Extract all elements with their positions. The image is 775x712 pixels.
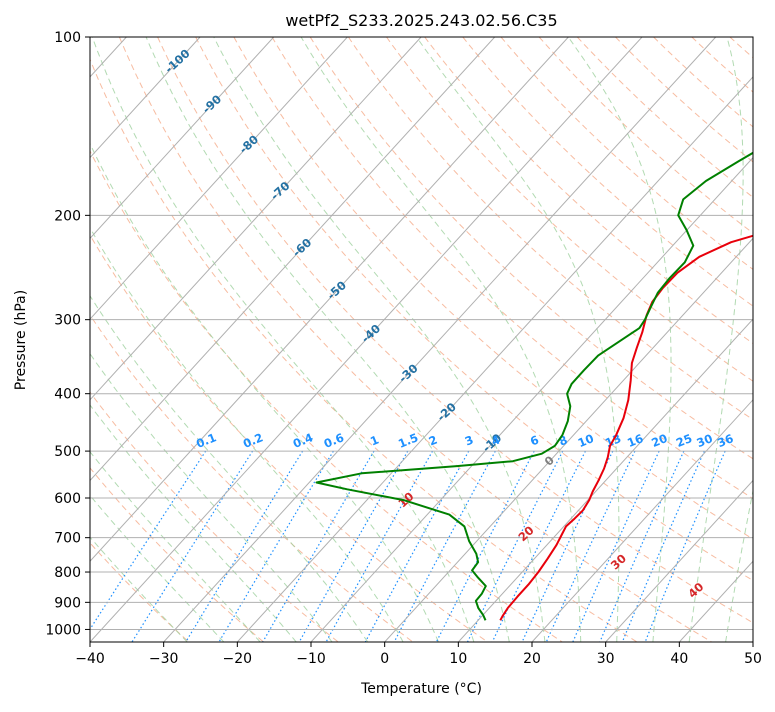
x-tick-label: 50 xyxy=(744,651,762,667)
mixing-ratio-line xyxy=(573,451,659,642)
mixing-ratio-label: 30 xyxy=(695,431,715,450)
background-lines xyxy=(0,37,775,642)
mixing-ratio-line xyxy=(186,451,303,642)
mixing-ratio-line xyxy=(365,451,468,642)
y-tick-label: 700 xyxy=(54,531,81,547)
moist-adiabat xyxy=(0,37,260,642)
dry-adiabat xyxy=(539,37,775,642)
moist-adiabat xyxy=(214,37,545,642)
y-tick-label: 900 xyxy=(54,595,81,611)
x-tick-label: 20 xyxy=(523,651,541,667)
x-tick-label: 10 xyxy=(449,651,467,667)
chart-title: wetPf2_S233.2025.243.02.56.C35 xyxy=(285,11,557,31)
mixing-ratio-label: 1.5 xyxy=(396,430,420,451)
x-tick-label: −30 xyxy=(149,651,179,667)
series-layer xyxy=(317,37,775,620)
mixing-ratio-label: 1 xyxy=(368,433,381,449)
isotherm-line xyxy=(0,37,200,642)
moist-adiabat-label: 20 xyxy=(515,523,536,544)
isotherm-line xyxy=(0,37,274,642)
dry-adiabat xyxy=(0,37,413,642)
isotherm-line xyxy=(753,37,775,642)
y-tick-label: 1000 xyxy=(45,622,81,638)
dry-adiabat xyxy=(272,37,775,642)
moist-adiabat xyxy=(568,37,671,642)
isotherm-line xyxy=(164,37,716,642)
mixing-ratio-label: 0.2 xyxy=(241,430,265,451)
moist-adiabat xyxy=(12,37,404,642)
mixing-ratio-label: 25 xyxy=(674,431,694,450)
x-tick-label: 30 xyxy=(597,651,615,667)
dry-adiabat xyxy=(0,37,264,642)
mixing-ratio-line xyxy=(622,451,704,642)
mixing-ratio-line xyxy=(645,451,725,642)
mixing-ratio-line xyxy=(546,451,635,642)
x-tick-label: −10 xyxy=(296,651,326,667)
isotherm-line xyxy=(458,37,775,642)
x-tick-label: 40 xyxy=(670,651,688,667)
mixing-ratio-label: 2 xyxy=(427,433,440,449)
y-axis-label: Pressure (hPa) xyxy=(13,290,29,390)
plot-frame xyxy=(90,37,753,642)
mixing-ratio-line xyxy=(600,451,684,642)
isotherm-line xyxy=(0,37,347,642)
mixing-ratio-line xyxy=(82,451,206,642)
mixing-ratio-line xyxy=(492,451,585,642)
moist-adiabat xyxy=(726,37,775,642)
y-tick-label: 800 xyxy=(54,565,81,581)
y-tick-label: 100 xyxy=(54,30,81,46)
y-tick-label: 500 xyxy=(54,444,81,460)
isotherm-line xyxy=(606,37,775,642)
y-tick-label: 300 xyxy=(54,313,81,329)
dry-adiabat xyxy=(577,37,775,642)
background-labels: -100-90-80-70-60-50-40-30-20-10010203040… xyxy=(162,46,735,601)
mixing-ratio-line xyxy=(219,451,333,642)
mixing-ratio-label: 3 xyxy=(463,433,476,449)
moist-adiabat-label: 40 xyxy=(685,580,706,601)
isotherm-line xyxy=(385,37,775,642)
moist-adiabat xyxy=(146,37,509,642)
x-axis: −40 −30 −20 −10 0 10 20 30 40 50 xyxy=(75,642,762,667)
dry-adiabat xyxy=(730,37,775,642)
isotherm-line xyxy=(532,37,775,642)
mixing-ratio-line xyxy=(394,451,495,642)
isotherm-line xyxy=(16,37,568,642)
x-axis-label: Temperature (°C) xyxy=(360,681,482,697)
mixing-ratio-label: 0.6 xyxy=(322,430,346,451)
y-axis: 100 200 300 400 500 600 700 800 900 1000 xyxy=(45,30,90,638)
moist-adiabat xyxy=(301,37,581,642)
mixing-ratio-line xyxy=(263,451,374,642)
dry-adiabat xyxy=(0,37,338,642)
mixing-ratio-label: 10 xyxy=(576,431,596,450)
moist-adiabat-label: 30 xyxy=(608,551,629,572)
moist-adiabat xyxy=(0,37,332,642)
isotherm-line xyxy=(0,37,421,642)
mixing-ratio-line xyxy=(299,451,408,642)
moist-adiabat xyxy=(0,37,368,642)
mixing-ratio-label: 6 xyxy=(528,433,541,449)
x-tick-label: −20 xyxy=(223,651,253,667)
x-tick-label: −40 xyxy=(75,651,105,667)
x-tick-label: 0 xyxy=(380,651,389,667)
mixing-ratio-label: 16 xyxy=(625,431,645,450)
dry-adiabat xyxy=(387,37,775,642)
mixing-ratio-label: 20 xyxy=(649,431,669,450)
moist-adiabat xyxy=(0,37,296,642)
dry-adiabat xyxy=(654,37,775,642)
dry-adiabat xyxy=(692,37,775,642)
y-tick-label: 600 xyxy=(54,491,81,507)
dewpoint-profile-line xyxy=(317,37,775,620)
y-tick-label: 400 xyxy=(54,387,81,403)
mixing-ratio-label: 0.1 xyxy=(194,430,218,451)
y-tick-label: 200 xyxy=(54,208,81,224)
